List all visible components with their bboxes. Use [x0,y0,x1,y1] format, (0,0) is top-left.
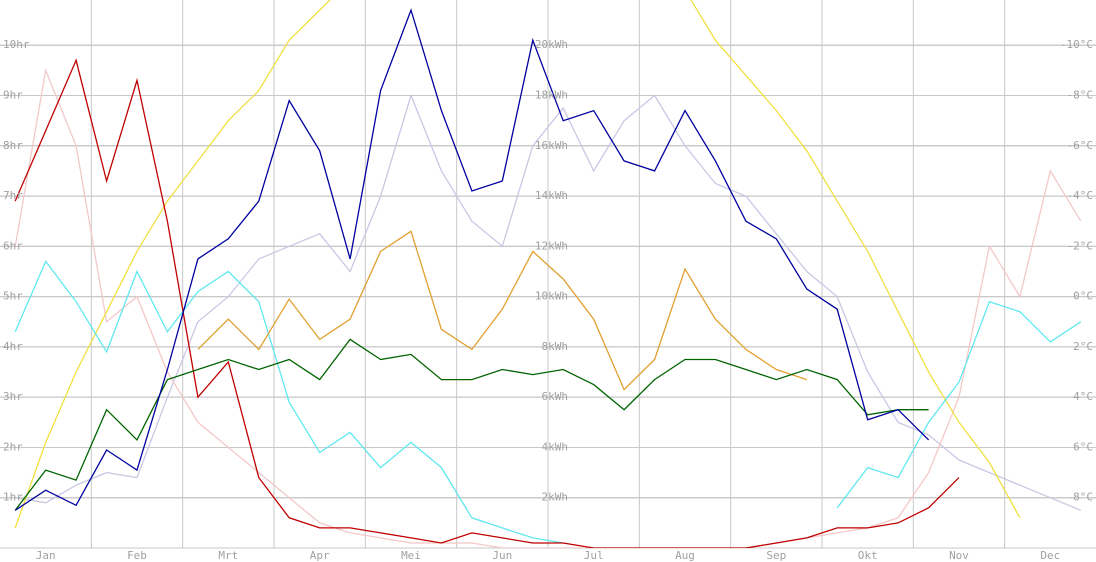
x-tick-label: Dec [1040,549,1060,562]
y2ticks-label: 18kWh [535,89,568,102]
x-tick-label: Apr [310,549,330,562]
yticks-label: 5hr [3,290,23,303]
series-line [15,93,1082,511]
y2ticks-label: 6kWh [542,390,569,403]
y2ticks-label: 8kWh [542,340,569,353]
series-line [14,260,1082,544]
x-tick-label: Sep [766,549,786,562]
y2ticks-label: 2kWh [542,491,569,504]
series-line [197,230,808,391]
y3ticks-label: 8°C [1073,491,1093,504]
x-tick-label: Feb [127,549,147,562]
y2ticks-label: 12kWh [535,239,568,252]
series-line [14,68,1082,548]
yticks-label: 2hr [3,440,23,453]
yticks-label: 6hr [3,239,23,252]
labels: 1hr 2hr 3hr 4hr 5hr 6hr 7hr 8hr 9hr 10hr 2kWh 4kWh 6… [3,38,1093,562]
yticks-label: 8hr [3,139,23,152]
yticks-label: 7hr [3,189,23,202]
series-line [14,8,930,511]
x-tick-label: Jun [492,549,512,562]
yticks-label: 4hr [3,340,23,353]
y3ticks-label: 6°C [1073,440,1093,453]
y2ticks-label: 4kWh [542,440,569,453]
y3ticks-label: 2°C [1073,340,1093,353]
yticks-label: 9hr [3,89,23,102]
yticks-label: 10hr [3,38,30,51]
grid [0,0,1096,549]
y2ticks-label: 10kWh [535,290,568,303]
y3ticks-label: -6°C [1067,139,1094,152]
y3ticks-label: -8°C [1067,89,1094,102]
x-tick-label: Jul [584,549,604,562]
y3ticks-label: 0°C [1073,290,1093,303]
x-tick-label: Okt [858,549,878,562]
lines [14,0,1082,548]
series-line [14,338,929,511]
yticks-label: 1hr [3,491,23,504]
x-tick-label: Mei [401,549,421,562]
y3ticks-label: -4°C [1067,189,1094,202]
series-line [14,58,960,548]
x-tick-label: Nov [949,549,969,562]
yticks-label: 3hr [3,390,23,403]
y2ticks-label: 14kWh [535,189,568,202]
x-tick-label: Aug [675,549,695,562]
x-tick-label: Mrt [218,549,238,562]
y3ticks-label: -2°C [1067,239,1094,252]
y3ticks-label: -10°C [1060,38,1093,51]
series-line [14,0,1021,529]
y3ticks-label: 4°C [1073,390,1093,403]
y2ticks-label: 20kWh [535,38,568,51]
y2ticks-label: 16kWh [535,139,568,152]
x-tick-label: Jan [36,549,56,562]
